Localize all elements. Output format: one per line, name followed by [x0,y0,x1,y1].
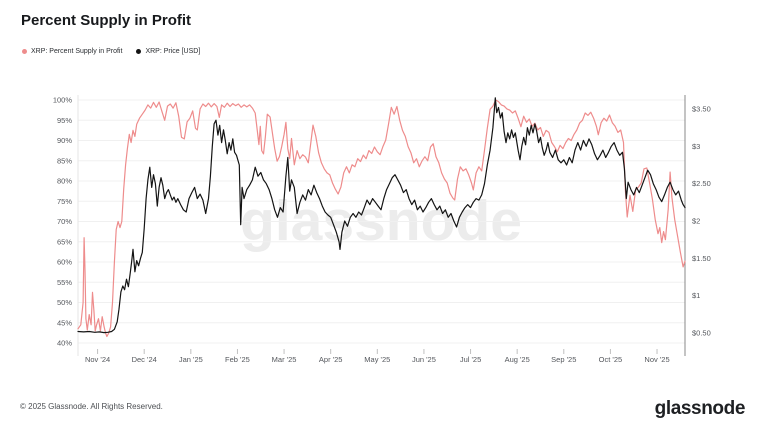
y-axis-label-left: 85% [57,156,72,165]
y-axis-label-left: 60% [57,258,72,267]
series-line-price-usd[interactable] [77,97,686,334]
legend: XRP: Percent Supply in Profit XRP: Price… [22,48,200,55]
y-axis-label-right: $0.50 [692,329,711,338]
x-axis-label: Feb '25 [225,355,250,364]
legend-marker-percent-supply-icon [22,49,27,54]
y-axis-label-left: 50% [57,298,72,307]
legend-label: XRP: Price [USD] [145,48,201,55]
y-axis-label-left: 45% [57,318,72,327]
y-axis-label-right: $1 [692,291,700,300]
y-axis-label-left: 70% [57,217,72,226]
copyright-text: © 2025 Glassnode. All Rights Reserved. [20,402,163,411]
x-axis-label: Oct '25 [599,355,623,364]
legend-marker-price-icon [136,49,142,54]
legend-label: XRP: Percent Supply in Profit [31,48,123,55]
y-axis-label-right: $3.50 [692,105,711,114]
legend-item-price-usd[interactable]: XRP: Price [USD] [136,48,200,55]
y-axis-label-right: $3 [692,142,700,151]
y-axis-label-left: 55% [57,278,72,287]
y-axis-label-left: 40% [57,339,72,348]
x-axis-label: May '25 [364,355,390,364]
legend-item-percent-supply-in-profit[interactable]: XRP: Percent Supply in Profit [22,48,122,55]
x-axis-label: Jul '25 [460,355,481,364]
x-axis-label: Dec '24 [132,355,157,364]
y-axis-label-right: $2 [692,217,700,226]
x-axis-label: Nov '25 [644,355,669,364]
x-axis-label: Sep '25 [551,355,576,364]
y-axis-label-left: 100% [53,96,73,105]
series-line-percent-supply-in-profit[interactable] [77,99,686,338]
y-axis-label-right: $2.50 [692,179,711,188]
y-axis-label-left: 75% [57,197,72,206]
y-axis-label-left: 65% [57,237,72,246]
x-axis-label: Nov '24 [85,355,110,364]
y-axis-label-left: 95% [57,116,72,125]
y-axis-label-left: 80% [57,177,72,186]
x-axis-label: Jun '25 [412,355,436,364]
glassnode-logo: glassnode [654,398,746,419]
page-title: Percent Supply in Profit [21,12,192,29]
x-axis-label: Apr '25 [319,355,343,364]
y-axis-label-right: $1.50 [692,254,711,263]
x-axis-label: Mar '25 [272,355,297,364]
y-axis-label-left: 90% [57,136,72,145]
x-axis-label: Jan '25 [179,355,203,364]
x-axis-label: Aug '25 [505,355,530,364]
